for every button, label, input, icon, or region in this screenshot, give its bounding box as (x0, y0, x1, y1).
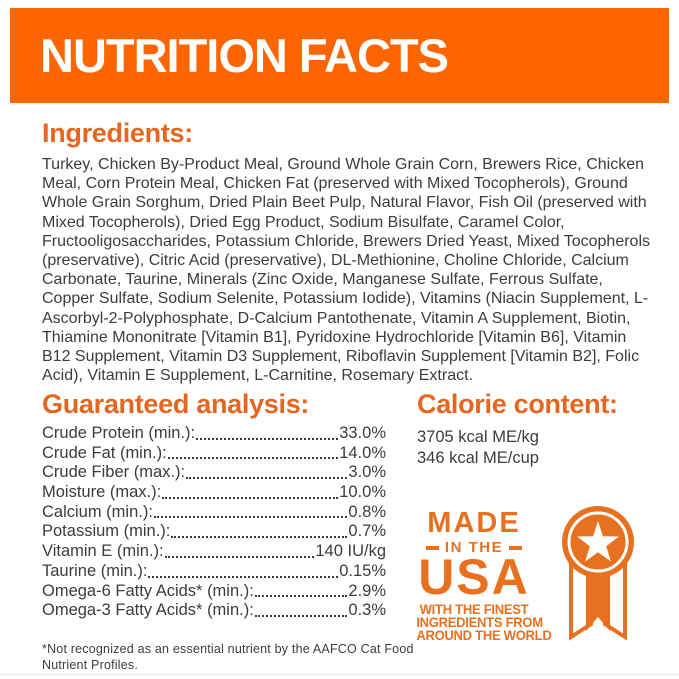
usa-text: USA (418, 549, 530, 605)
leader-dots (164, 555, 315, 558)
analysis-value: 10.0% (339, 483, 386, 502)
leader-dots (167, 457, 339, 460)
made-text: MADE (427, 507, 521, 539)
analysis-value: 0.3% (348, 601, 386, 620)
analysis-row: Crude Fat (min.): 14.0% (42, 444, 386, 464)
analysis-row: Crude Fiber (max.): 3.0% (42, 463, 386, 483)
leader-dots (171, 536, 348, 539)
analysis-label: Taurine (min.): (42, 561, 148, 580)
analysis-row: Omega-3 Fatty Acids* (min.): 0.3% (42, 601, 386, 621)
analysis-label: Potassium (min.): (42, 522, 171, 541)
footnote-line: *Not recognized as an essential nutrient… (42, 642, 414, 656)
analysis-value: 0.7% (348, 522, 386, 541)
analysis-label: Vitamin E (min.): (42, 542, 164, 561)
tagline-line: INGREDIENTS FROM (416, 613, 543, 630)
tagline-line: AROUND THE WORLD (416, 626, 552, 643)
analysis-label: Omega-6 Fatty Acids* (min.): (42, 581, 254, 600)
guaranteed-analysis-heading: Guaranteed analysis: (42, 389, 310, 419)
analysis-value: 3.0% (348, 463, 386, 482)
analysis-label: Crude Fiber (max.): (42, 463, 186, 482)
analysis-row: Potassium (min.): 0.7% (42, 522, 386, 542)
analysis-label: Moisture (max.): (42, 483, 162, 502)
calorie-content-values: 3705 kcal ME/kg 346 kcal ME/cup (417, 427, 539, 468)
nutrition-facts-banner: NUTRITION FACTS (10, 8, 669, 103)
leader-dots (148, 575, 339, 578)
analysis-row: Omega-6 Fatty Acids* (min.): 2.9% (42, 582, 386, 602)
leader-dots (254, 595, 348, 598)
analysis-row: Calcium (min.): 0.8% (42, 503, 386, 523)
analysis-label: Crude Protein (min.): (42, 424, 196, 442)
usa-tagline: WITH THE FINEST INGREDIENTS FROM AROUND … (416, 601, 552, 643)
analysis-label: Omega-3 Fatty Acids* (min.): (42, 601, 254, 620)
ingredients-text: Turkey, Chicken By-Product Meal, Ground … (42, 156, 650, 385)
analysis-value: 0.15% (339, 561, 386, 580)
in-the-text: IN THE (444, 539, 504, 556)
ingredients-heading: Ingredients: (42, 118, 193, 148)
calorie-line-kg: 3705 kcal ME/kg (417, 428, 539, 446)
dash-left (425, 545, 439, 550)
dash-right (509, 545, 523, 550)
analysis-value: 14.0% (339, 443, 386, 462)
analysis-value: 0.8% (348, 502, 386, 521)
footnote-text: *Not recognized as an essential nutrient… (42, 641, 414, 673)
analysis-label: Calcium (min.): (42, 502, 153, 521)
leader-dots (196, 437, 339, 440)
tagline-line: WITH THE FINEST (419, 601, 529, 617)
guaranteed-analysis-table: Crude Protein (min.): 33.0% Crude Fat (m… (42, 424, 386, 621)
label-bottom-edge (0, 674, 679, 675)
analysis-row: Taurine (min.): 0.15% (42, 562, 386, 582)
leader-dots (162, 496, 339, 499)
made-in-usa-text: MADE IN THE USA WITH THE FINEST INGREDIE… (412, 507, 552, 643)
analysis-value: 2.9% (348, 581, 386, 600)
analysis-row: Moisture (max.): 10.0% (42, 483, 386, 503)
leader-dots (153, 516, 348, 519)
leader-dots (254, 614, 348, 617)
calorie-line-cup: 346 kcal ME/cup (417, 448, 539, 467)
analysis-row: Vitamin E (min.): 140 IU/kg (42, 542, 386, 562)
calorie-content-heading: Calorie content: (417, 389, 618, 419)
analysis-row: Crude Protein (min.): 33.0% (42, 424, 386, 444)
made-in-usa-badge: MADE IN THE USA WITH THE FINEST INGREDIE… (412, 504, 637, 644)
in-the-row: IN THE (412, 540, 536, 555)
banner-title: NUTRITION FACTS (40, 29, 449, 82)
leader-dots (186, 477, 348, 480)
analysis-label: Crude Fat (min.): (42, 443, 167, 462)
footnote-line: Nutrient Profiles. (42, 658, 138, 672)
award-ribbon-star-icon (562, 506, 634, 641)
analysis-value: 140 IU/kg (315, 542, 386, 561)
analysis-value: 33.0% (339, 424, 386, 442)
